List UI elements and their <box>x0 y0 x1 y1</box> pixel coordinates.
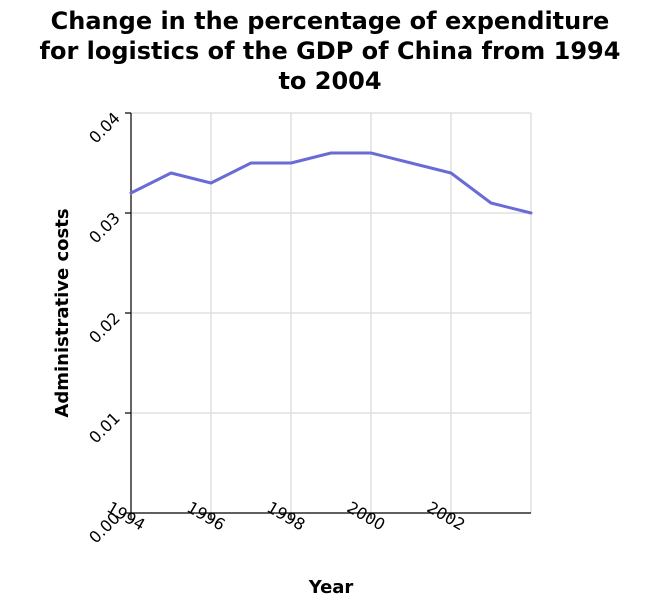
chart-title-line-1: Change in the percentage of expenditure <box>50 7 610 35</box>
x-axis-label: Year <box>308 577 354 598</box>
x-tick-label: 1996 <box>184 498 229 535</box>
axes <box>125 112 531 519</box>
y-tick-label: 0.03 <box>85 208 124 247</box>
y-tick-label: 0.02 <box>85 308 124 347</box>
y-tick-label: 0.01 <box>85 408 124 447</box>
y-axis-label: Administrative costs <box>52 208 73 417</box>
x-tick-label: 1998 <box>264 498 309 535</box>
chart-title: Change in the percentage of expenditure … <box>0 6 660 96</box>
series-line <box>129 151 533 215</box>
chart-title-line-3: to 2004 <box>278 67 382 95</box>
grid <box>131 112 532 513</box>
x-tick-label: 2000 <box>344 498 389 535</box>
x-tick-label: 2002 <box>424 498 469 535</box>
y-tick-label: 0.04 <box>85 108 124 147</box>
series-layer <box>129 151 533 215</box>
chart-title-line-2: for logistics of the GDP of China from 1… <box>39 37 621 65</box>
